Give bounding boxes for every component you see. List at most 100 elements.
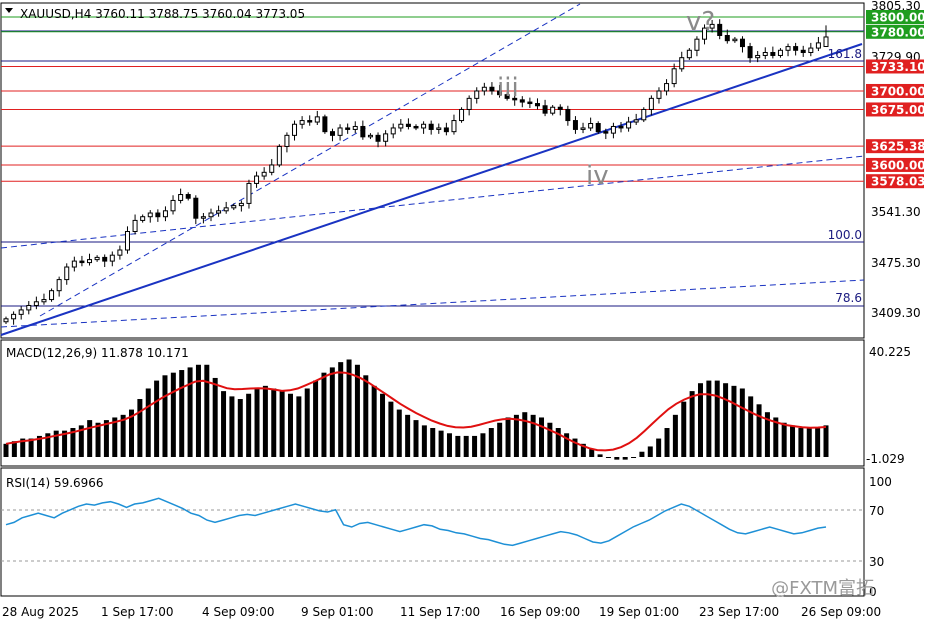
candle-body	[724, 34, 730, 42]
wave-label-iii: iii	[497, 73, 519, 103]
candle-body	[170, 199, 176, 212]
macd-bar	[145, 388, 151, 457]
price-tick: 3805.30	[871, 0, 921, 13]
candle-body	[79, 260, 85, 264]
candle-body	[307, 120, 313, 123]
support-resistance-levels	[1, 16, 864, 182]
macd-bar	[354, 364, 360, 457]
time-tick: 26 Sep 09:00	[801, 605, 881, 619]
candle-body	[193, 197, 199, 219]
candle-body	[648, 97, 654, 110]
symbol-ohlc-label: XAUUSD,H4 3760.11 3788.75 3760.04 3773.0…	[20, 7, 305, 21]
rsi-tick-100: 100	[869, 475, 892, 489]
candle-body	[3, 318, 9, 323]
macd-bar	[187, 367, 193, 457]
macd-bar	[129, 409, 135, 457]
macd-histogram	[3, 359, 829, 460]
candle-body	[337, 127, 343, 136]
candle-body	[208, 212, 214, 218]
macd-bar	[480, 433, 486, 457]
candle-body	[216, 210, 222, 214]
macd-bar	[36, 435, 42, 457]
macd-bar	[112, 417, 118, 457]
candle-body	[299, 120, 305, 125]
candle-body	[679, 57, 685, 70]
candle-body	[565, 108, 571, 122]
candle-body	[292, 123, 298, 136]
macd-bar	[279, 391, 285, 457]
candle-body	[261, 171, 267, 177]
macd-bar	[11, 441, 17, 457]
price-candles	[3, 19, 829, 325]
macd-bar	[329, 367, 335, 457]
candle-body	[223, 207, 229, 212]
time-tick: 28 Aug 2025	[2, 605, 79, 619]
macd-bar	[154, 380, 160, 457]
rsi-tick-30: 30	[869, 555, 884, 569]
candle-body	[178, 194, 184, 201]
candle-body	[436, 127, 442, 130]
macd-bar	[798, 428, 804, 457]
upper-dashed-channel	[39, 3, 581, 317]
candle-body	[49, 290, 55, 301]
macd-bar	[229, 396, 235, 457]
candle-body	[132, 219, 138, 233]
candle-body	[162, 210, 168, 218]
macd-bar	[731, 385, 737, 457]
macd-bar	[446, 433, 452, 457]
macd-bar	[137, 399, 143, 457]
macd-bar	[547, 422, 553, 457]
candle-body	[375, 134, 381, 142]
candle-body	[238, 202, 244, 207]
level-tag-box	[866, 10, 924, 24]
candle-body	[11, 313, 17, 320]
macd-bar	[756, 404, 762, 457]
candle-body	[102, 256, 108, 262]
candle-body	[451, 120, 457, 133]
time-tick: 19 Sep 01:00	[599, 605, 679, 619]
macd-bar	[781, 422, 787, 457]
fib-label-100: 100.0	[828, 228, 862, 242]
candle-body	[747, 46, 753, 59]
macd-bar	[488, 428, 494, 457]
candle-body	[815, 42, 821, 49]
candle-body	[527, 101, 533, 105]
time-tick: 4 Sep 09:00	[202, 605, 274, 619]
candle-body	[459, 108, 465, 122]
candle-body	[33, 301, 39, 306]
candle-body	[610, 125, 616, 134]
price-panel	[0, 2, 865, 339]
level-tag-box	[866, 24, 924, 39]
macd-bar	[689, 391, 695, 457]
candle-body	[664, 83, 670, 92]
macd-bar	[773, 417, 779, 457]
level-tag-label: 3700.00	[871, 84, 926, 98]
price-tick: 3541.30	[871, 205, 921, 219]
candle-body	[595, 123, 601, 133]
macd-bar	[254, 388, 260, 457]
level-tag-box	[866, 59, 924, 74]
middle-dashed-channel	[0, 155, 865, 249]
macd-bar	[70, 428, 76, 457]
time-tick: 23 Sep 17:00	[699, 605, 779, 619]
candle-body	[542, 105, 548, 114]
candle-body	[466, 97, 472, 110]
macd-bar	[321, 372, 327, 457]
candle-body	[534, 103, 540, 107]
macd-bar	[664, 428, 670, 457]
macd-bar	[170, 372, 176, 457]
level-tag-box	[866, 139, 924, 154]
macd-bar	[95, 422, 101, 457]
rsi-tick-0: 0	[869, 585, 877, 599]
rsi-line	[5, 497, 827, 547]
candle-body	[641, 108, 647, 121]
macd-title: MACD(12,26,9) 11.878 10.171	[6, 346, 189, 360]
candle-body	[709, 23, 715, 29]
candle-body	[56, 279, 62, 292]
macd-bar	[3, 443, 9, 457]
macd-bar	[87, 420, 93, 457]
collapse-triangle-icon[interactable]	[5, 8, 13, 13]
macd-bar	[681, 401, 687, 457]
